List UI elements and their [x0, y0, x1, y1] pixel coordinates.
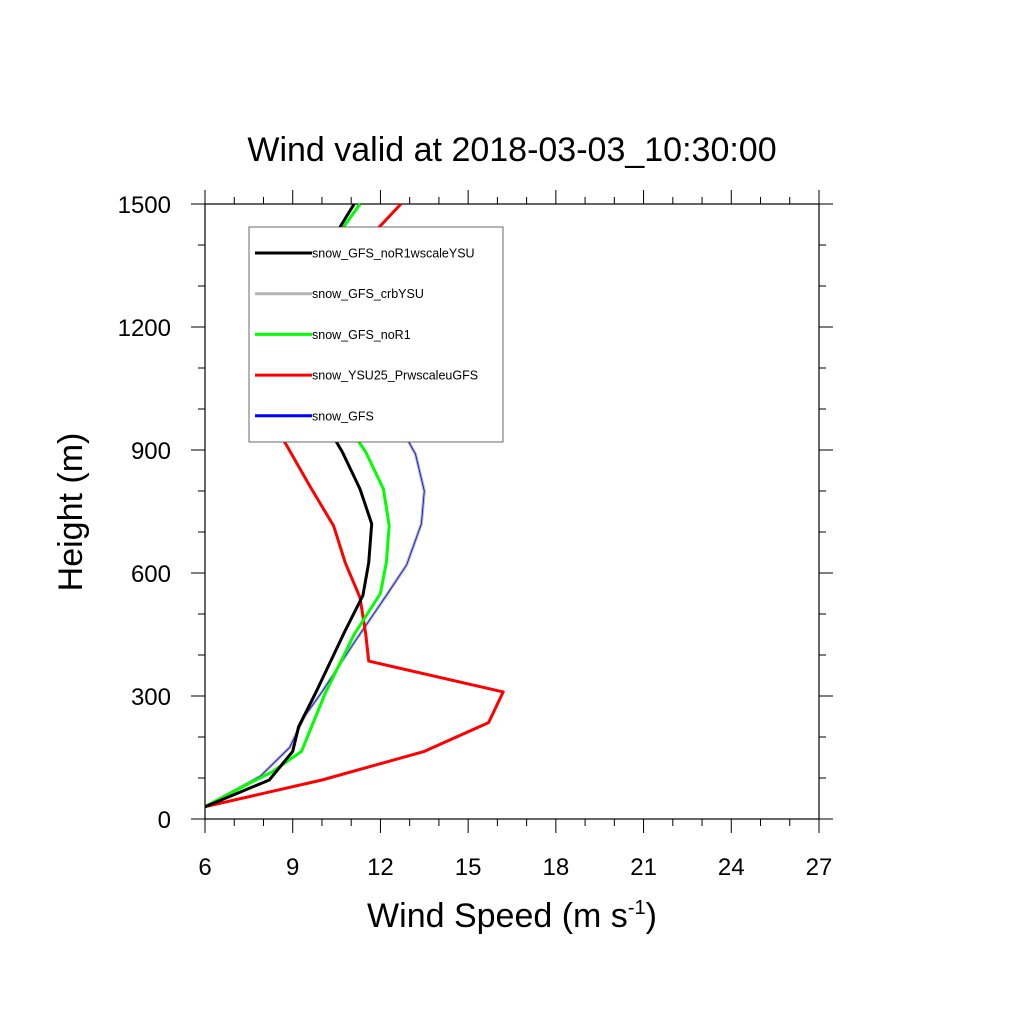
y-tick-label: 0	[158, 807, 171, 834]
legend-label: snow_GFS_noR1wscaleYSU	[312, 247, 475, 261]
plot-frame	[204, 203, 820, 820]
x-tick-label: 27	[806, 854, 833, 881]
y-tick-label: 900	[131, 438, 171, 465]
axis-ticks	[191, 190, 833, 833]
x-tick-labels: 6 9 12 15 18 21 24 27	[198, 854, 832, 881]
legend-label: snow_YSU25_PrwscaleuGFS	[312, 369, 478, 383]
legend-items: snow_GFS_noR1wscaleYSU snow_GFS_crbYSUsno…	[255, 247, 478, 423]
x-tick-label: 15	[455, 854, 482, 881]
x-axis-label-superscript: -1	[628, 897, 646, 919]
y-tick-label: 300	[131, 684, 171, 711]
x-tick-label: 12	[367, 854, 394, 881]
chart-title: Wind valid at 2018-03-03_10:30:00	[247, 131, 776, 169]
legend-label: snow_GFS	[312, 409, 374, 423]
legend-label: snow_GFS_crbYSU	[312, 287, 424, 301]
y-tick-labels: 0 300 600 900 1200 1500	[118, 192, 171, 834]
x-tick-label: 9	[286, 854, 299, 881]
x-tick-label: 24	[718, 854, 745, 881]
y-tick-label: 600	[131, 561, 171, 588]
x-axis-label-close: )	[646, 897, 657, 935]
legend-label: snow_GFS_noR1	[312, 328, 411, 342]
x-tick-label: 21	[630, 854, 657, 881]
legend: snow_GFS_noR1wscaleYSU snow_GFS_crbYSUsno…	[248, 226, 504, 443]
x-axis-label: Wind Speed (m s-1)	[367, 897, 657, 935]
y-tick-label: 1500	[118, 192, 171, 219]
x-tick-label: 6	[198, 854, 211, 881]
x-axis-label-main: Wind Speed (m s	[367, 897, 628, 935]
y-tick-label: 1200	[118, 315, 171, 342]
y-axis-label: Height (m)	[52, 433, 90, 592]
x-tick-label: 18	[543, 854, 570, 881]
